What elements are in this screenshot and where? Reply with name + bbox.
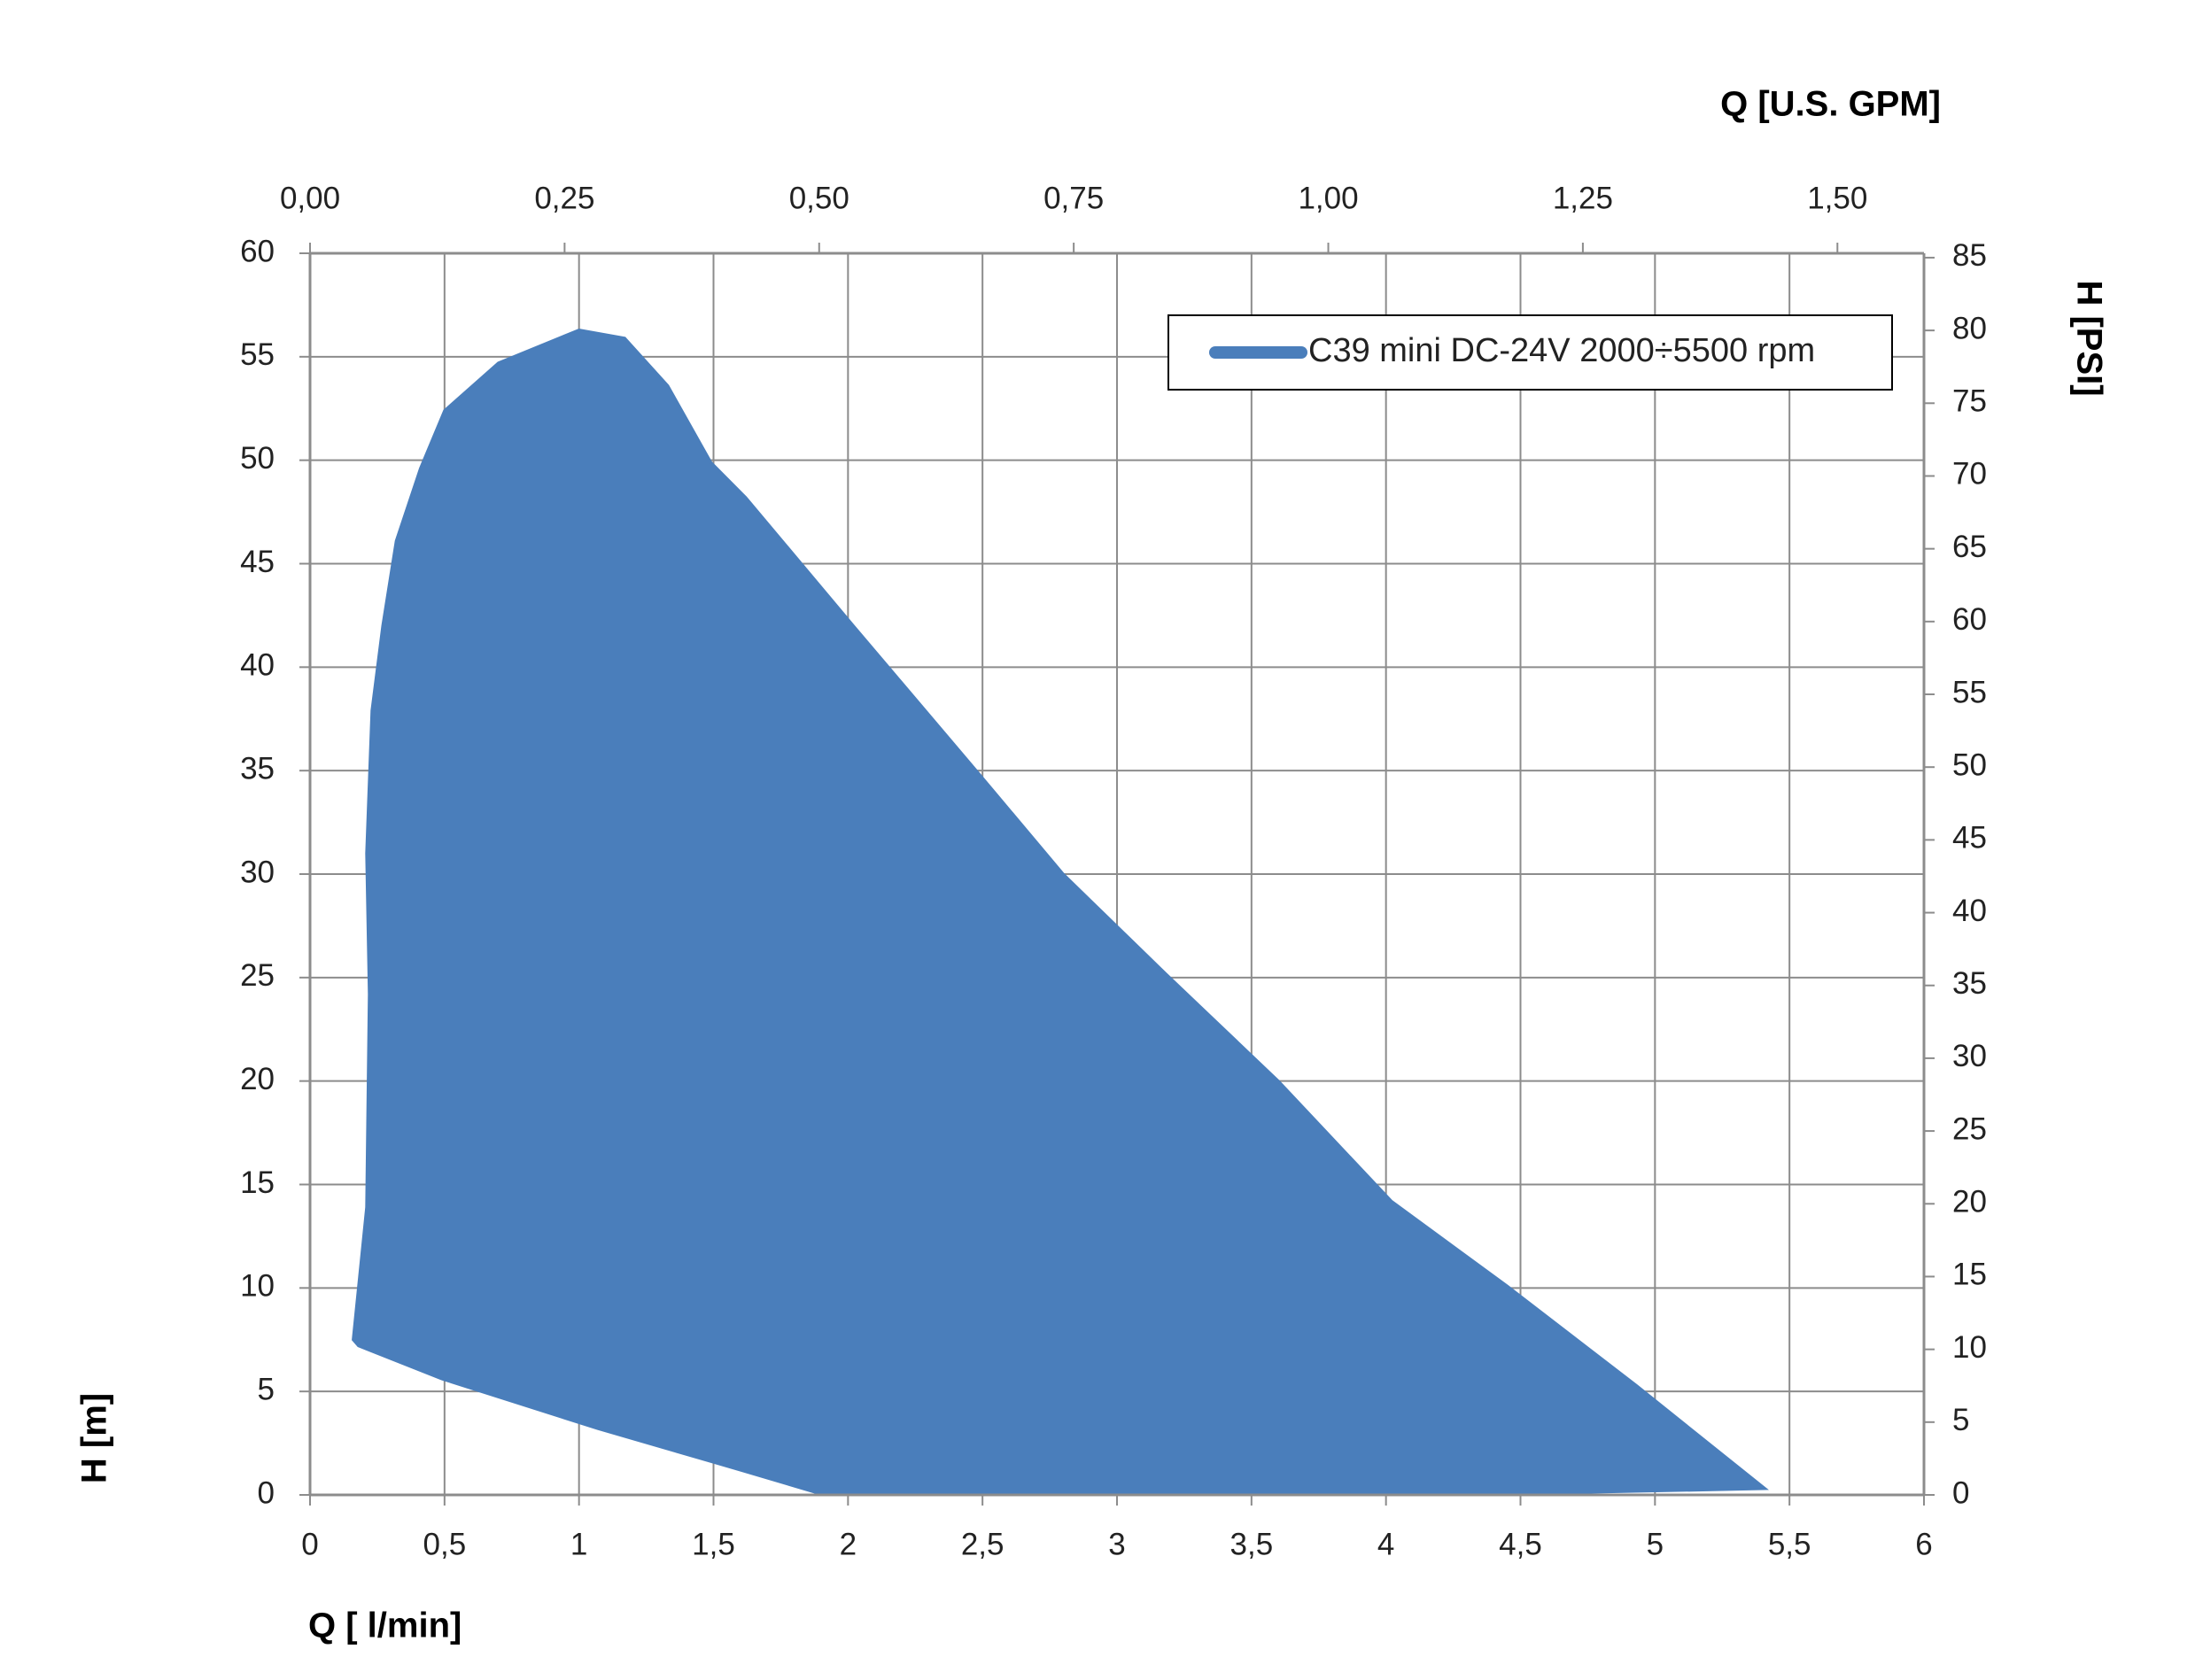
y2-tick-label: 10 [1952, 1330, 1987, 1365]
y2-tick-label: 70 [1952, 457, 1987, 492]
y-tick-label: 15 [240, 1165, 275, 1200]
y2-tick-label: 35 [1952, 966, 1987, 1001]
x-tick-label: 2,5 [961, 1527, 1005, 1561]
x-tick-label: 1 [570, 1527, 587, 1561]
y-tick-label: 45 [240, 545, 275, 579]
x2-tick-label: 0,75 [1043, 181, 1104, 215]
y2-tick-label: 40 [1952, 894, 1987, 928]
x-tick-label: 1,5 [692, 1527, 735, 1561]
y2-tick-label: 0 [1952, 1475, 1969, 1510]
x-tick-label: 4,5 [1499, 1527, 1542, 1561]
y-tick-label: 60 [240, 234, 275, 268]
area [352, 328, 1769, 1497]
x-tick-label: 3 [1108, 1527, 1125, 1561]
y2-tick-label: 20 [1952, 1185, 1987, 1219]
y2-tick-label: 25 [1952, 1111, 1987, 1146]
y-tick-label: 20 [240, 1062, 275, 1096]
x-axis-title: Q [ l/min] [308, 1606, 462, 1645]
y-tick-label: 25 [240, 958, 275, 993]
y-tick-label: 50 [240, 441, 275, 476]
y-tick-label: 0 [258, 1475, 275, 1510]
x-tick-label: 4 [1377, 1527, 1394, 1561]
x2-tick-label: 1,25 [1553, 181, 1613, 215]
y-tick-label: 5 [258, 1372, 275, 1406]
y2-tick-label: 5 [1952, 1403, 1969, 1437]
x2-axis-title: Q [U.S. GPM] [1720, 85, 1941, 124]
x-tick-label: 0 [301, 1527, 318, 1561]
y2-tick-label: 60 [1952, 602, 1987, 637]
y-tick-label: 35 [240, 751, 275, 786]
x2-tick-label: 0,50 [789, 181, 849, 215]
y-tick-label: 55 [240, 337, 275, 372]
y2-tick-label: 65 [1952, 530, 1987, 564]
x-tick-label: 6 [1915, 1527, 1932, 1561]
y2-tick-label: 15 [1952, 1258, 1987, 1292]
y-axis-title: H [m] [75, 1393, 114, 1483]
x-tick-label: 5,5 [1768, 1527, 1811, 1561]
x-tick-label: 3,5 [1230, 1527, 1274, 1561]
y-tick-label: 10 [240, 1269, 275, 1304]
x-tick-label: 5 [1647, 1527, 1664, 1561]
y2-tick-label: 85 [1952, 238, 1987, 273]
y2-tick-label: 80 [1952, 311, 1987, 345]
legend-label: C39 mini DC-24V 2000÷5500 rpm [1308, 332, 1815, 369]
x2-tick-label: 1,00 [1298, 181, 1358, 215]
y2-tick-label: 50 [1952, 747, 1987, 782]
y2-tick-label: 45 [1952, 821, 1987, 855]
x-tick-label: 0,5 [423, 1527, 467, 1561]
y2-axis-title: H [PSI] [2069, 280, 2108, 396]
y-tick-label: 30 [240, 855, 275, 889]
y-tick-label: 40 [240, 648, 275, 683]
y2-tick-label: 75 [1952, 384, 1987, 419]
x2-tick-label: 0,00 [280, 181, 340, 215]
legend-box [1167, 314, 1893, 391]
y2-tick-label: 30 [1952, 1039, 1987, 1073]
x2-tick-label: 1,50 [1807, 181, 1867, 215]
x-tick-label: 2 [840, 1527, 857, 1561]
y2-tick-label: 55 [1952, 675, 1987, 709]
x2-tick-label: 0,25 [534, 181, 594, 215]
